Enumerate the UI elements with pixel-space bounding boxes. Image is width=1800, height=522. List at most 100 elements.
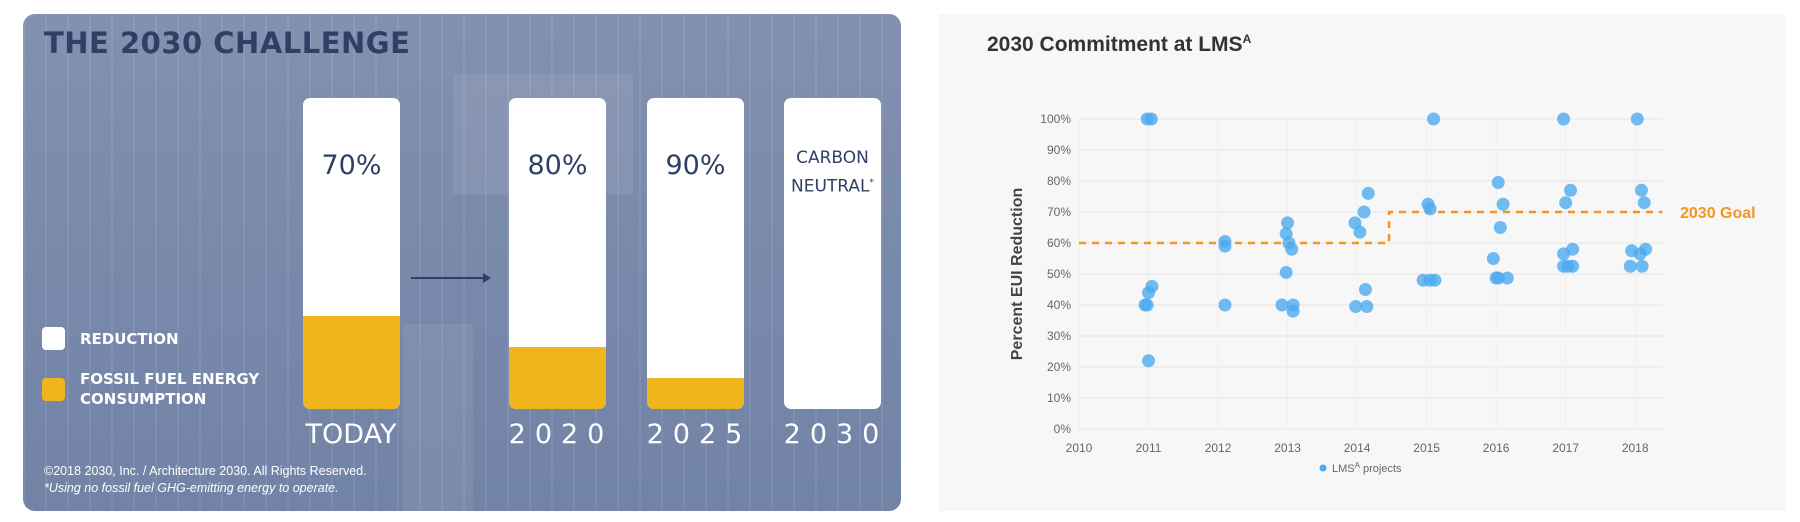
reduction-percent: 70% — [321, 150, 382, 181]
data-point — [1285, 242, 1299, 256]
commitment-chart-panel: 2030 Commitment at LMSA 0% 10% 20% 30% 40% 50… — [939, 14, 1785, 511]
legend-fossil-line2: CONSUMPTION — [80, 390, 207, 408]
bar-today: 70% — [303, 98, 400, 409]
data-point — [1496, 197, 1510, 211]
data-point — [1353, 225, 1367, 239]
fossil-fuel-fill — [509, 346, 606, 409]
fossil-fuel-fill — [647, 377, 744, 409]
y-tick-label: 30% — [1047, 329, 1071, 343]
x-tick-label: 2010 — [1066, 441, 1093, 455]
scatter-plot: 0% 10% 20% 30% 40% 50% 60% 70% 80% 90% 100% 2010 20… — [1009, 112, 1756, 475]
2030-challenge-infographic: THE 2030 CHALLENGE 70% 80% 90% CARBON NE… — [23, 14, 901, 511]
data-point — [1281, 216, 1295, 230]
data-point — [1142, 286, 1156, 300]
bar-label-2025: 2025 — [646, 419, 752, 450]
goal-label: 2030 Goal — [1680, 205, 1756, 222]
data-point — [1634, 183, 1648, 197]
data-point — [1358, 283, 1372, 296]
x-tick-label: 2014 — [1344, 441, 1371, 455]
legend-label-sup: A — [1355, 461, 1361, 470]
data-point — [1142, 354, 1156, 368]
y-tick-label: 70% — [1047, 205, 1071, 219]
data-point — [1635, 259, 1649, 273]
data-point — [1427, 112, 1441, 126]
goal-line — [1079, 210, 1663, 245]
y-tick-label: 0% — [1054, 422, 1072, 436]
reduction-percent: 90% — [665, 150, 726, 181]
data-point — [1286, 304, 1300, 318]
bar-2020: 80% — [509, 98, 606, 409]
bar-label-2030: 2030 — [783, 419, 889, 450]
y-tick-label: 40% — [1047, 298, 1071, 312]
legend-marker — [1319, 464, 1327, 472]
data-point — [1557, 247, 1571, 261]
data-point — [1275, 298, 1289, 312]
y-tick-label: 90% — [1047, 143, 1071, 157]
legend-label-suffix: projects — [1360, 463, 1402, 475]
data-point — [1357, 205, 1371, 219]
x-tick-label: 2018 — [1622, 441, 1649, 455]
background-building-door — [403, 324, 473, 511]
data-point — [1557, 112, 1571, 126]
data-point — [1500, 271, 1514, 285]
data-point — [1423, 202, 1437, 216]
carbon-neutral-label: CARBON NEUTRAL* — [784, 146, 881, 200]
data-point — [1559, 196, 1573, 210]
bar-2025: 90% — [647, 98, 744, 409]
y-tick-label: 60% — [1047, 236, 1071, 250]
fossil-fuel-fill — [303, 315, 400, 409]
y-tick-label: 100% — [1040, 112, 1071, 126]
reduction-percent: 80% — [527, 150, 588, 181]
y-tick-label: 20% — [1047, 360, 1071, 374]
chart-title: 2030 Commitment at LMSA — [987, 32, 1251, 57]
footnote-mark: * — [869, 178, 875, 188]
carbon-neutral-line1: CARBON — [796, 148, 869, 168]
data-point — [1140, 298, 1154, 312]
data-point — [1491, 176, 1505, 190]
y-tick-label: 80% — [1047, 174, 1071, 188]
bar-2030: CARBON NEUTRAL* — [784, 98, 881, 409]
x-tick-label: 2017 — [1552, 441, 1579, 455]
copyright-text: ©2018 2030, Inc. / Architecture 2030. Al… — [44, 464, 367, 478]
data-point — [1564, 183, 1578, 197]
data-point — [1637, 196, 1651, 210]
legend-label-fossil: FOSSIL FUEL ENERGY CONSUMPTION — [80, 369, 259, 409]
legend-fossil-line1: FOSSIL FUEL ENERGY — [80, 370, 260, 388]
x-tick-label: 2016 — [1483, 441, 1510, 455]
chart-title-text: 2030 Commitment at LMS — [987, 33, 1243, 56]
legend-swatch-fossil — [42, 378, 65, 401]
data-point — [1361, 186, 1375, 200]
bar-label-today: TODAY — [305, 419, 397, 450]
x-tick-label: 2013 — [1274, 441, 1301, 455]
x-tick-label: 2012 — [1205, 441, 1232, 455]
footnote-text: *Using no fossil fuel GHG-emitting energ… — [44, 481, 339, 495]
legend-label: LMSA projects — [1332, 461, 1402, 475]
data-point — [1561, 259, 1575, 273]
data-point — [1630, 112, 1644, 126]
chart-title-superscript: A — [1242, 32, 1252, 46]
data-point — [1486, 252, 1500, 265]
y-axis-label: Percent EUI Reduction — [1009, 188, 1026, 360]
y-tick-label: 50% — [1047, 267, 1071, 281]
bar-label-2020: 2020 — [508, 419, 614, 450]
data-point — [1218, 298, 1232, 312]
x-tick-label: 2015 — [1413, 441, 1440, 455]
infographic-title: THE 2030 CHALLENGE — [44, 26, 411, 60]
data-point — [1349, 300, 1363, 314]
x-tick-label: 2011 — [1136, 441, 1162, 455]
arrow-right-icon — [411, 273, 491, 283]
data-point — [1493, 221, 1507, 234]
data-point — [1144, 112, 1158, 126]
carbon-neutral-line2: NEUTRAL — [790, 176, 870, 197]
data-point — [1360, 300, 1374, 314]
legend-swatch-reduction — [42, 327, 65, 350]
data-point — [1489, 271, 1503, 285]
y-tick-label: 10% — [1047, 391, 1071, 405]
legend-label-reduction: REDUCTION — [80, 330, 179, 348]
legend-label-main: LMS — [1332, 463, 1355, 475]
data-point — [1633, 247, 1647, 261]
data-point — [1279, 265, 1293, 279]
data-point — [1623, 259, 1637, 273]
data-point — [1218, 239, 1232, 253]
data-point — [1428, 273, 1442, 287]
